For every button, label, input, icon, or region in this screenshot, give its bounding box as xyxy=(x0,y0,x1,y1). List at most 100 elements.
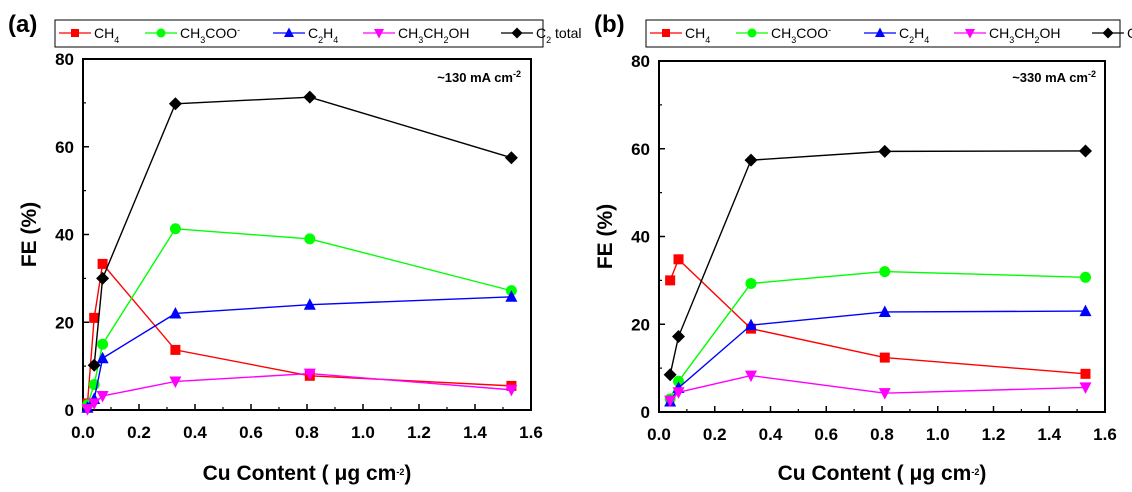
data-point-etoh xyxy=(505,384,518,397)
legend-marker-c2h4 xyxy=(875,27,885,37)
legend-entry-etoh: CH3CH2OH xyxy=(989,25,1061,45)
x-axis-title: Cu Content ( μg cm-2) xyxy=(778,462,987,485)
x-axis-title: Cu Content ( μg cm-2) xyxy=(203,462,412,485)
x-tick-label: 0.8 xyxy=(870,425,894,444)
x-tick-label: 0.8 xyxy=(295,423,319,442)
data-point-ch4 xyxy=(89,312,100,323)
data-point-c2 xyxy=(663,368,677,382)
data-point-etoh xyxy=(744,370,757,383)
data-point-etoh xyxy=(1079,382,1092,394)
data-point-c2 xyxy=(878,144,892,158)
series-c2 xyxy=(663,144,1092,382)
y-tick-label: 80 xyxy=(631,52,650,71)
legend-marker-ac xyxy=(747,28,757,38)
data-point-ac xyxy=(169,223,181,235)
legend-marker-etoh xyxy=(374,29,384,39)
y-tick-label: 20 xyxy=(55,313,74,332)
data-point-c2 xyxy=(303,90,317,104)
series-c2 xyxy=(87,90,518,372)
x-tick-label: 1.0 xyxy=(351,423,375,442)
data-point-c2 xyxy=(672,330,686,344)
x-tick-label: 0.2 xyxy=(127,423,151,442)
data-point-ac xyxy=(1079,271,1091,283)
legend-marker-ch4 xyxy=(662,29,670,37)
legend-marker-ac xyxy=(156,28,166,38)
series-line-ch4 xyxy=(86,262,512,404)
x-tick-label: 1.0 xyxy=(926,425,950,444)
series-line-etoh xyxy=(87,372,512,410)
data-point-c2h4 xyxy=(303,298,316,310)
series-etoh xyxy=(81,368,518,416)
x-tick-label: 1.2 xyxy=(407,423,431,442)
x-tick-label: 1.4 xyxy=(1037,425,1061,444)
data-point-etoh xyxy=(664,395,677,408)
data-point-ch4 xyxy=(665,275,676,286)
legend-marker-etoh xyxy=(965,29,975,39)
data-point-c2 xyxy=(87,358,101,372)
y-tick-label: 0 xyxy=(641,403,650,422)
x-tick-label: 0.4 xyxy=(183,423,207,442)
y-tick-label: 80 xyxy=(55,50,74,69)
y-tick-label: 60 xyxy=(55,138,74,157)
series-ch4 xyxy=(82,258,517,409)
y-tick-label: 0 xyxy=(65,401,74,420)
data-point-c2 xyxy=(96,271,110,285)
series-ac xyxy=(81,223,517,411)
data-point-ch4 xyxy=(879,352,890,363)
data-point-ac xyxy=(673,375,685,387)
x-tick-label: 1.6 xyxy=(519,423,543,442)
legend-marker-c2 xyxy=(511,27,523,39)
data-point-ch4 xyxy=(97,258,108,269)
legend: CH4 CH3COO- C2H4 CH3CH2OH C2 total xyxy=(645,19,1132,48)
legend-entry-c2: C2 total xyxy=(536,25,582,45)
x-tick-label: 0.6 xyxy=(239,423,263,442)
series-ac xyxy=(664,266,1091,405)
y-tick-label: 60 xyxy=(631,140,650,159)
y-axis-title: FE (%) xyxy=(18,202,41,267)
data-point-ch4 xyxy=(673,254,684,265)
legend: CH4 CH3COO- C2H4 CH3CH2OH C2 total xyxy=(54,19,582,48)
x-tick-label: 0.2 xyxy=(703,425,727,444)
legend-entry-ch4: CH4 xyxy=(685,25,710,45)
data-point-c2 xyxy=(1078,144,1092,158)
data-point-c2 xyxy=(168,97,182,111)
y-tick-label: 40 xyxy=(55,226,74,245)
legend-entry-c2: C2 total xyxy=(1127,25,1132,45)
current-density-label: ~330 mA cm-2 xyxy=(1012,69,1096,85)
series-line-etoh xyxy=(669,374,1086,402)
y-tick-label: 20 xyxy=(631,315,650,334)
current-density-label: ~130 mA cm-2 xyxy=(437,69,521,85)
series-line-ac xyxy=(86,228,512,405)
legend-marker-c2 xyxy=(1102,27,1114,39)
data-point-etoh xyxy=(96,390,109,403)
series-etoh xyxy=(664,370,1092,408)
data-point-etoh xyxy=(878,388,891,400)
x-tick-label: 0.4 xyxy=(759,425,783,444)
data-point-ch4 xyxy=(1080,368,1091,379)
chart-panel-b: (b) CH4 CH3COO- C2H4 CH3CH2OH C2 total 0.0 0.2 0… xyxy=(594,11,1132,485)
legend-entry-c2h4: C2H4 xyxy=(899,25,929,45)
series-line-c2h4 xyxy=(86,296,512,409)
data-point-ac xyxy=(97,338,109,350)
legend-entry-c2h4: C2H4 xyxy=(308,25,338,45)
data-point-c2h4 xyxy=(878,305,891,317)
legend-entry-ac: CH3COO- xyxy=(771,25,831,45)
y-axis-title: FE (%) xyxy=(594,204,617,269)
data-point-c2h4 xyxy=(744,318,757,331)
legend-entry-etoh: CH3CH2OH xyxy=(398,25,470,45)
data-point-c2h4 xyxy=(1079,304,1092,317)
data-point-etoh xyxy=(169,376,182,388)
x-tick-label: 0.6 xyxy=(814,425,838,444)
x-tick-label: 0.0 xyxy=(647,425,671,444)
chart-panel-a: (a) CH4 CH3COO- C2H4 CH3CH2OH C2 total 0.0 0.2 0… xyxy=(8,11,582,485)
legend-marker-ch4 xyxy=(71,29,79,37)
data-point-c2 xyxy=(744,153,758,167)
panel-label: (a) xyxy=(8,11,37,38)
data-point-c2h4 xyxy=(169,306,182,319)
data-point-c2h4 xyxy=(505,290,518,302)
legend-entry-ac: CH3COO- xyxy=(180,25,240,45)
x-tick-label: 1.2 xyxy=(982,425,1006,444)
y-tick-label: 40 xyxy=(631,228,650,247)
x-tick-label: 1.4 xyxy=(463,423,487,442)
